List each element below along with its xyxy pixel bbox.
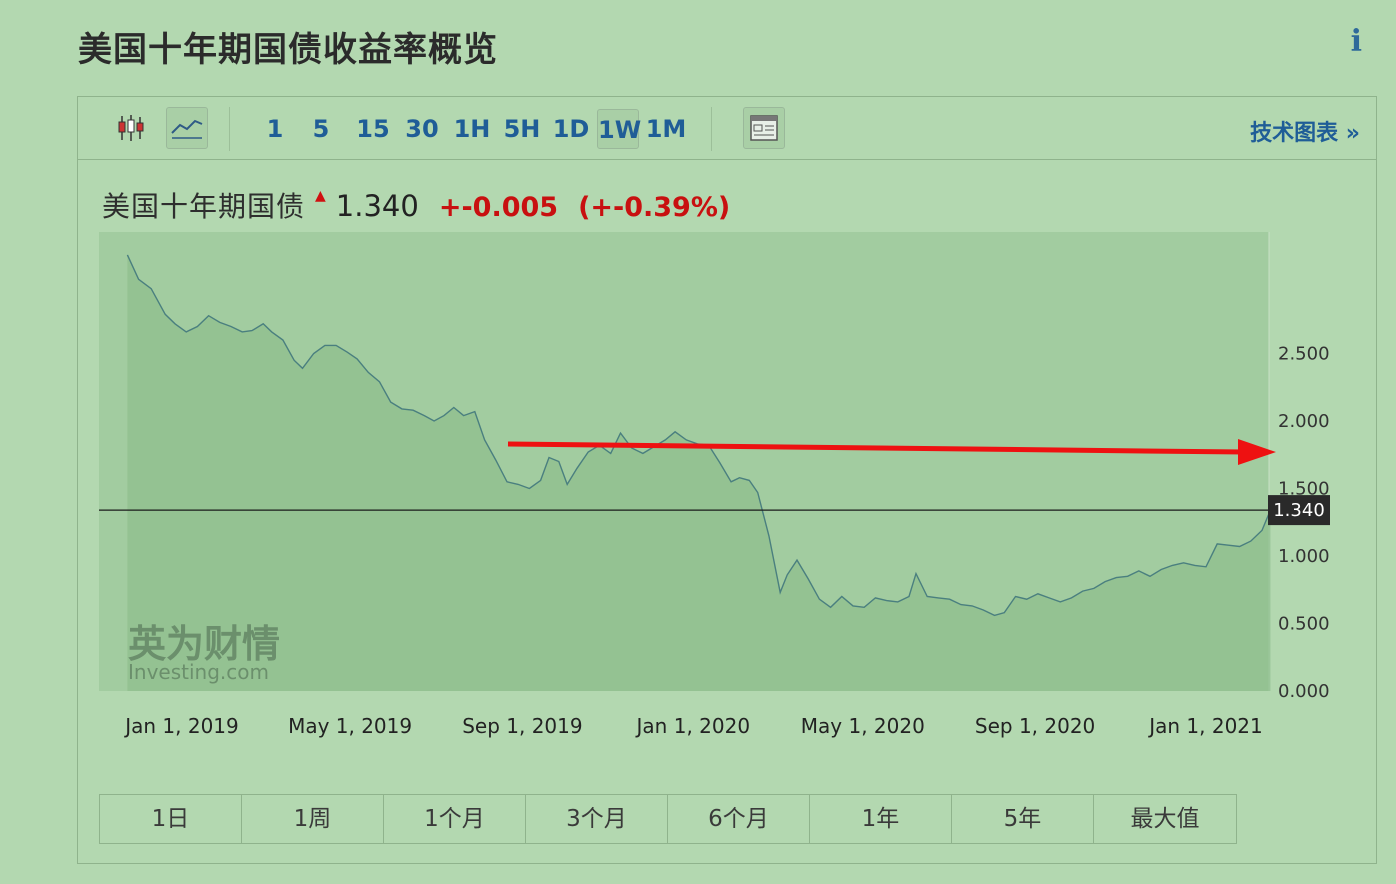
- interval-1[interactable]: 1: [266, 115, 284, 143]
- x-tick-label: Jan 1, 2020: [635, 714, 751, 738]
- y-tick-label: 2.500: [1278, 344, 1330, 365]
- interval-5[interactable]: 5: [312, 115, 330, 143]
- chart-toolbar: 1 5 15 30 1H 5H 1D 1W 1M 技术图表 »: [78, 97, 1376, 160]
- yield-area: [127, 254, 1271, 691]
- x-tick-label: Sep 1, 2019: [462, 714, 582, 738]
- y-tick-label: 1.500: [1278, 479, 1330, 500]
- x-tick-label: May 1, 2019: [288, 714, 412, 738]
- range-button[interactable]: 1年: [810, 795, 952, 843]
- toolbar-separator: [229, 107, 230, 151]
- interval-1m[interactable]: 1M: [645, 115, 687, 143]
- range-button[interactable]: 6个月: [668, 795, 810, 843]
- candlestick-chart-icon[interactable]: [110, 107, 152, 149]
- last-value-label: 1.340: [1273, 500, 1325, 521]
- x-tick-label: Jan 1, 2021: [1147, 714, 1263, 738]
- y-tick-label: 0.500: [1278, 614, 1330, 635]
- interval-1w[interactable]: 1W: [597, 109, 641, 149]
- chart-panel: 1 5 15 30 1H 5H 1D 1W 1M 技术图表 » 美国十年期国债 ▲ 1.340 …: [77, 96, 1377, 864]
- x-tick-label: Sep 1, 2020: [975, 714, 1095, 738]
- price-change: +-0.005: [438, 192, 559, 223]
- price-change-percent: (+-0.39%): [578, 192, 731, 223]
- interval-15[interactable]: 15: [356, 115, 390, 143]
- x-tick-label: May 1, 2020: [801, 714, 925, 738]
- annotation-arrow-shaft: [507, 441, 1245, 455]
- y-tick-label: 2.000: [1278, 411, 1330, 432]
- interval-1d[interactable]: 1D: [552, 115, 590, 143]
- interval-1h[interactable]: 1H: [453, 115, 491, 143]
- range-button[interactable]: 5年: [952, 795, 1094, 843]
- investing-watermark: 英为财情 Investing.com: [128, 622, 280, 684]
- range-button[interactable]: 最大值: [1130, 806, 1200, 832]
- page-title: 美国十年期国债收益率概览: [78, 30, 498, 70]
- y-tick-label: 1.000: [1278, 546, 1330, 567]
- tech-chart-link[interactable]: 技术图表 »: [1250, 121, 1360, 146]
- svg-text:Investing.com: Investing.com: [128, 660, 269, 684]
- annotation-arrow-head: [1238, 439, 1276, 466]
- y-tick-label: 0.000: [1278, 681, 1330, 702]
- interval-5h[interactable]: 5H: [503, 115, 541, 143]
- range-button[interactable]: 3个月: [526, 795, 668, 843]
- range-button[interactable]: 1日: [100, 795, 242, 843]
- data-table-icon[interactable]: [743, 107, 785, 149]
- toolbar-separator: [711, 107, 712, 151]
- up-arrow-icon: ▲: [315, 188, 326, 204]
- last-price: 1.340: [335, 189, 419, 223]
- time-range-selector: 1日 1周 1个月 3个月 6个月 1年 5年 最大值: [99, 794, 1237, 844]
- last-value-badge: [1268, 495, 1330, 526]
- x-tick-label: Jan 1, 2019: [123, 714, 239, 738]
- svg-text:英为财情: 英为财情: [128, 622, 280, 666]
- line-chart-icon[interactable]: [166, 107, 208, 149]
- range-button[interactable]: 1周: [242, 795, 384, 843]
- interval-30[interactable]: 30: [405, 115, 439, 143]
- quote-header: 美国十年期国债 ▲ 1.340 +-0.005 (+-0.39%): [102, 185, 730, 229]
- yield-chart[interactable]: 英为财情 Investing.com 1.340 0.000 0.500 1.000…: [78, 97, 1376, 787]
- range-button[interactable]: 1个月: [384, 795, 526, 843]
- info-icon[interactable]: i: [1350, 24, 1362, 59]
- instrument-name: 美国十年期国债: [102, 190, 306, 223]
